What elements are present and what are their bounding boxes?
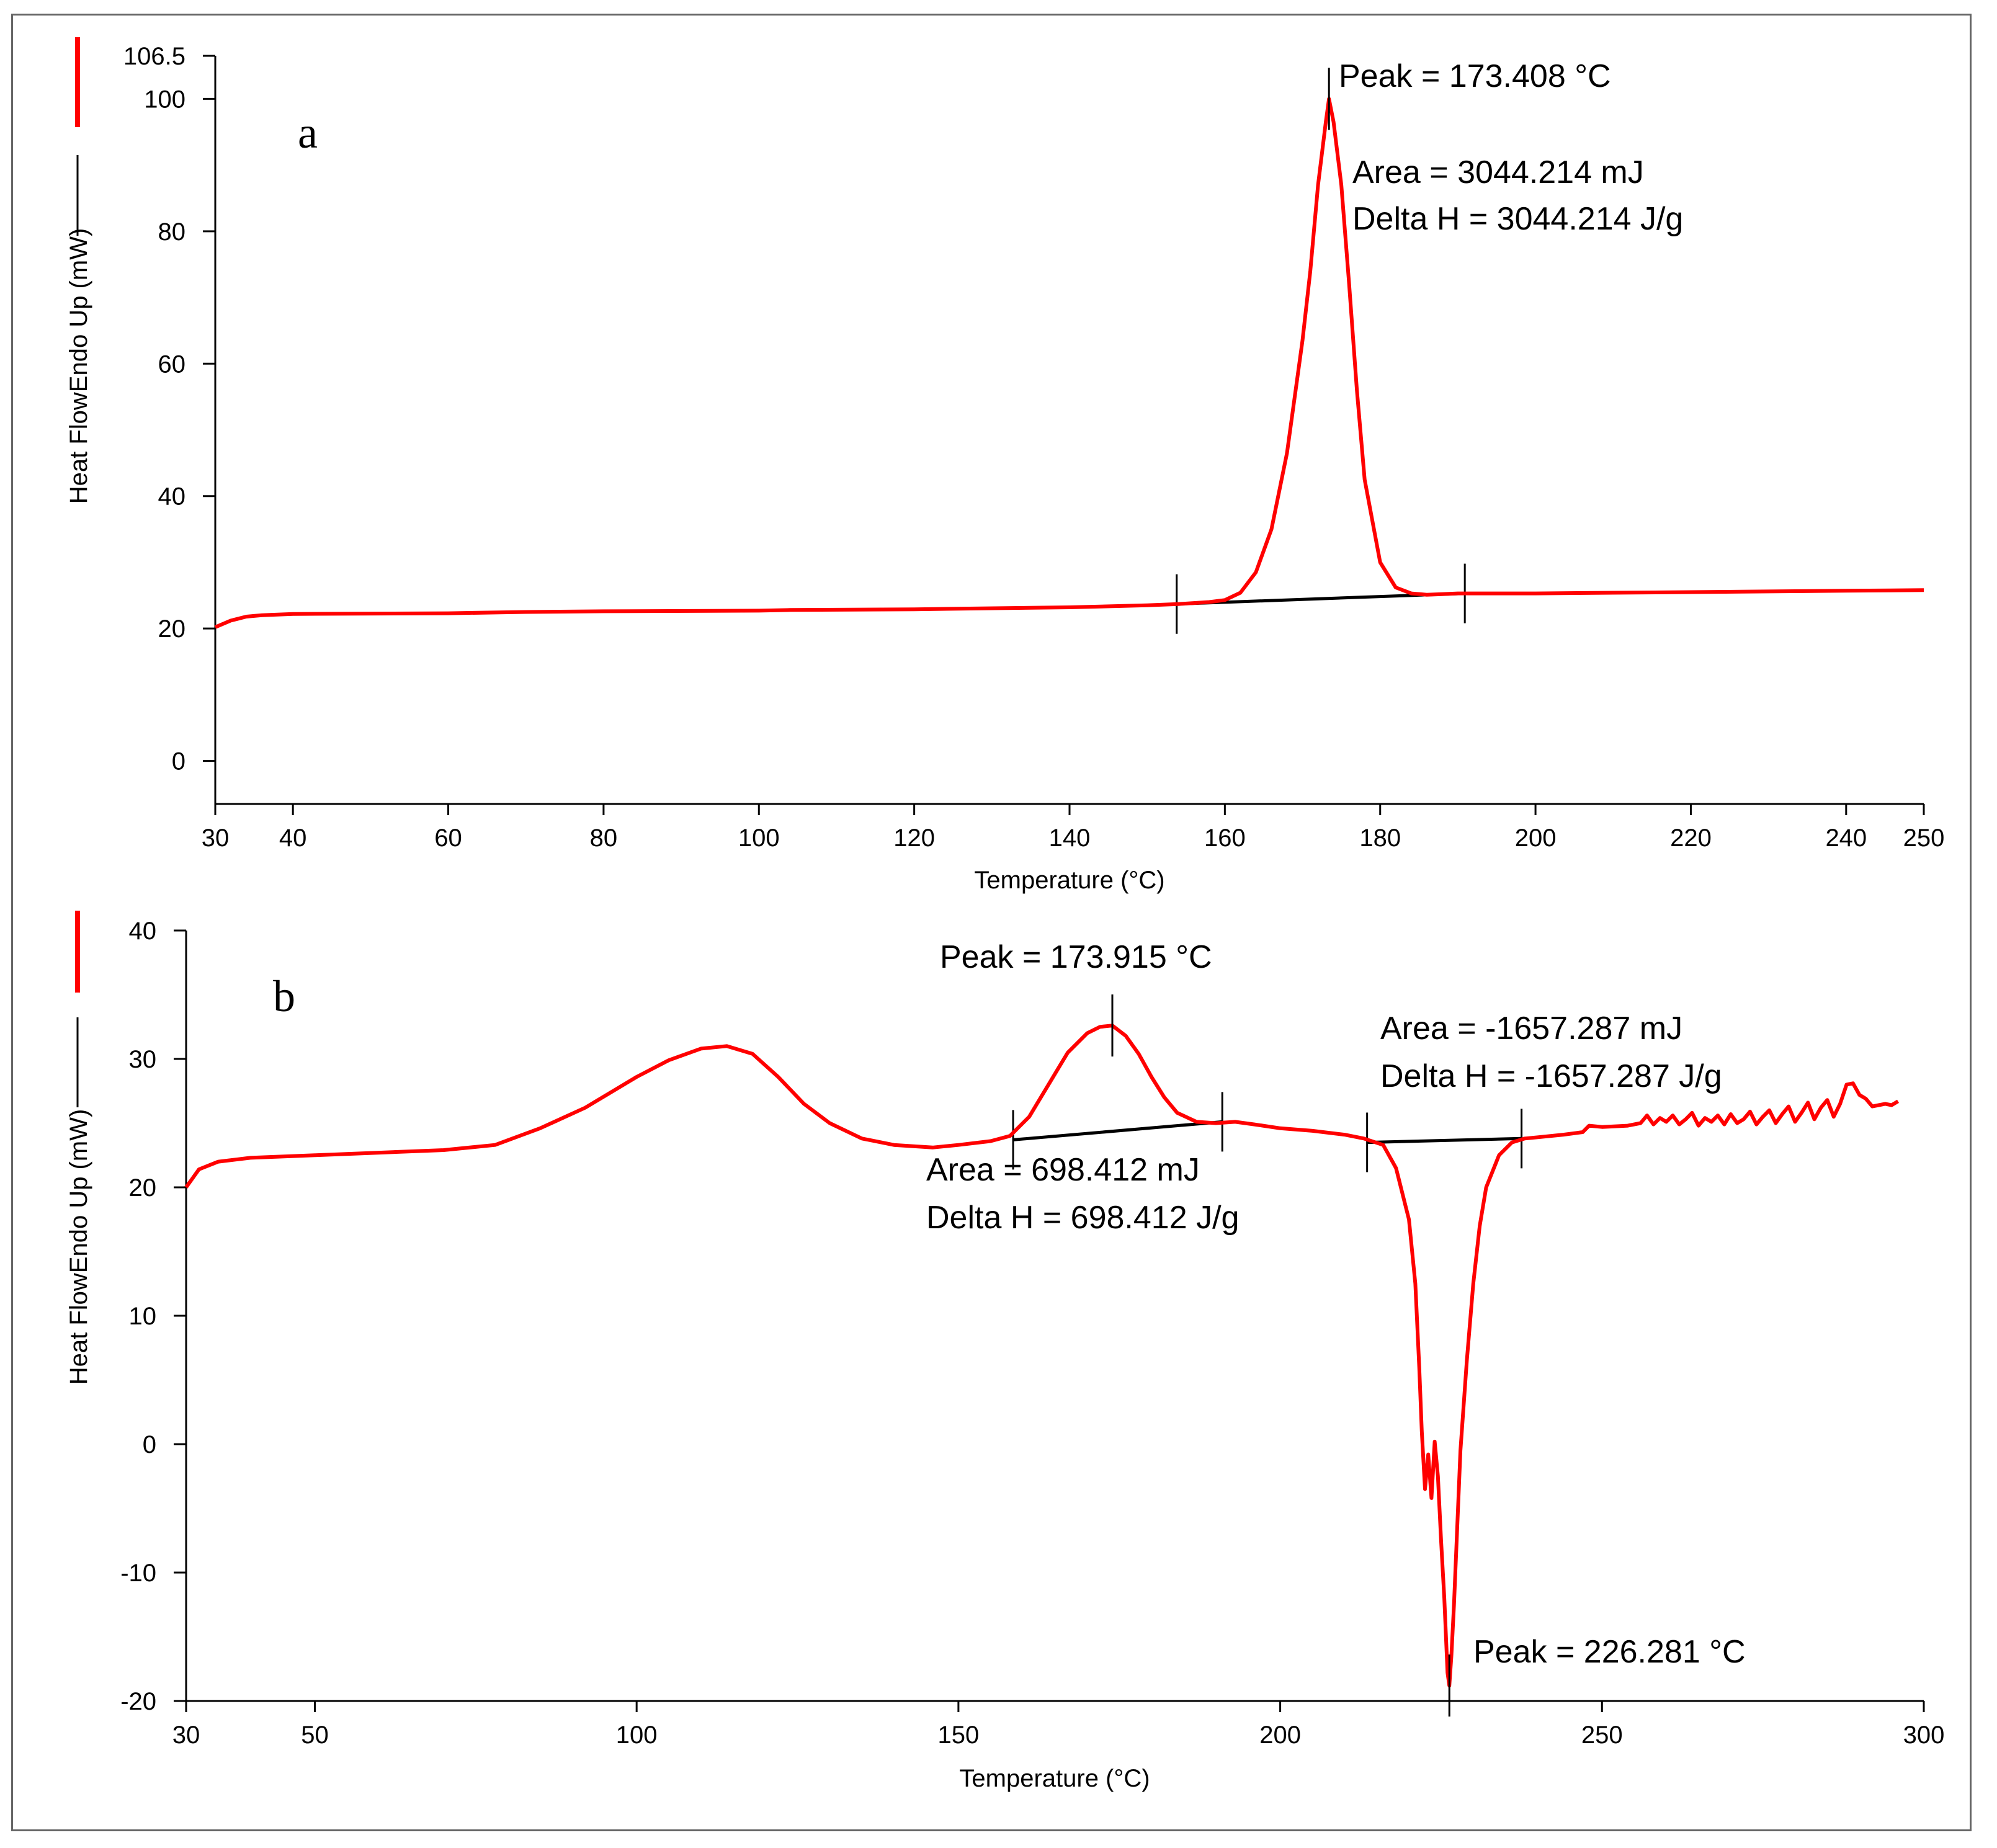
panel-a-x-tick-label-12: 250 bbox=[1903, 824, 1945, 852]
panel-b-y-tick-label-5: 30 bbox=[129, 1046, 157, 1073]
panel-a-y-tick-label-5: 100 bbox=[144, 86, 185, 113]
panel-a-x-tick-label-10: 220 bbox=[1670, 824, 1712, 852]
panel-a-x-axis-title: Temperature (°C) bbox=[974, 867, 1164, 894]
panel-b-area-2-label: Area = -1657.287 mJ bbox=[1380, 1011, 1682, 1047]
panel-a-x-tick-label-5: 120 bbox=[893, 824, 935, 852]
panel-b-x-tick-label-5: 250 bbox=[1581, 1721, 1623, 1749]
panel-b-y-tick-label-0: -20 bbox=[120, 1688, 156, 1715]
panel-a-y-tick-label-0: 0 bbox=[172, 748, 185, 775]
panel-a-chart: 30 40 60 80 100 120 140 160 180 200 220 240 250 0 20 4… bbox=[65, 37, 1944, 894]
panel-a-x-ticks: 30 40 60 80 100 120 140 160 180 200 220 240 250 bbox=[202, 804, 1945, 852]
panel-b-x-axis-title: Temperature (°C) bbox=[959, 1765, 1150, 1792]
panel-b-delta-h-2-label: Delta H = -1657.287 J/g bbox=[1380, 1058, 1722, 1094]
panel-a-y-tick-label-4: 80 bbox=[158, 218, 186, 246]
panel-a-peak-label: Peak = 173.408 °C bbox=[1339, 58, 1611, 94]
panel-b-y-ticks: -20 -10 0 10 20 30 40 bbox=[120, 917, 186, 1715]
figure-frame bbox=[11, 14, 1972, 1831]
panel-a-x-tick-label-9: 200 bbox=[1515, 824, 1557, 852]
panel-b-peak-1-label: Peak = 173.915 °C bbox=[940, 939, 1212, 975]
panel-b-chart: 30 50 100 150 200 250 300 -20 -10 0 10 20 30 40 Heat… bbox=[65, 911, 1944, 1792]
panel-b-y-tick-label-3: 10 bbox=[129, 1303, 157, 1330]
panel-b-x-tick-label-1: 50 bbox=[301, 1721, 329, 1749]
panel-a-area-label: Area = 3044.214 mJ bbox=[1352, 154, 1644, 190]
panel-b-area-1-label: Area = 698.412 mJ bbox=[926, 1152, 1200, 1188]
panel-b-baseline-peak-2 bbox=[1367, 1136, 1522, 1145]
panel-b-heat-flow-curve bbox=[184, 1024, 1900, 1688]
panel-a-x-tick-label-1: 40 bbox=[279, 824, 307, 852]
panel-b-x-tick-label-2: 100 bbox=[616, 1721, 658, 1749]
panel-a-x-tick-label-0: 30 bbox=[202, 824, 230, 852]
panel-a-x-tick-label-8: 180 bbox=[1359, 824, 1401, 852]
panel-b-letter: b bbox=[273, 971, 295, 1021]
panel-a-x-tick-label-2: 60 bbox=[434, 824, 462, 852]
panel-a-heat-flow-curve bbox=[214, 97, 1924, 629]
panel-a-delta-h-label: Delta H = 3044.214 J/g bbox=[1352, 201, 1683, 237]
panel-a-letter: a bbox=[298, 108, 318, 158]
panel-b-baseline-peak-1 bbox=[1012, 1120, 1223, 1141]
panel-b-x-tick-label-6: 300 bbox=[1903, 1721, 1945, 1749]
panel-b-x-ticks: 30 50 100 150 200 250 300 bbox=[172, 1701, 1945, 1749]
panel-b-y-axis-title: Heat FlowEndo Up (mW) bbox=[65, 1109, 92, 1385]
panel-b-y-tick-label-4: 20 bbox=[129, 1174, 157, 1202]
panel-a-y-ticks: 0 20 40 60 80 100 106.5 bbox=[123, 43, 215, 775]
panel-b-y-tick-label-6: 40 bbox=[129, 917, 157, 945]
panel-b-y-tick-label-2: 0 bbox=[143, 1431, 156, 1458]
panel-b-x-tick-label-4: 200 bbox=[1259, 1721, 1301, 1749]
panel-a-x-tick-label-7: 160 bbox=[1204, 824, 1246, 852]
panel-b-y-tick-label-1: -10 bbox=[120, 1560, 156, 1587]
panel-a-x-tick-label-6: 140 bbox=[1049, 824, 1091, 852]
panel-a-y-tick-label-2: 40 bbox=[158, 483, 186, 511]
panel-b-delta-h-1-label: Delta H = 698.412 J/g bbox=[926, 1200, 1239, 1236]
panel-a-y-tick-label-6: 106.5 bbox=[123, 43, 185, 70]
panel-b-x-tick-label-3: 150 bbox=[938, 1721, 980, 1749]
panel-a-y-tick-label-1: 20 bbox=[158, 615, 186, 643]
panel-a-x-tick-label-11: 240 bbox=[1825, 824, 1867, 852]
panel-b-x-tick-label-0: 30 bbox=[172, 1721, 200, 1749]
panel-a-y-tick-label-3: 60 bbox=[158, 350, 186, 378]
panel-a-x-tick-label-4: 100 bbox=[738, 824, 780, 852]
panel-a-y-axis-title: Heat FlowEndo Up (mW) bbox=[65, 228, 92, 504]
panel-a-x-tick-label-3: 80 bbox=[590, 824, 618, 852]
panel-b-peak-2-label: Peak = 226.281 °C bbox=[1473, 1634, 1746, 1670]
